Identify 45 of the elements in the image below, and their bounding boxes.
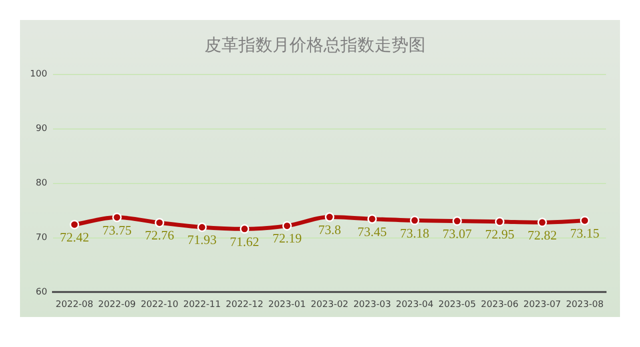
- x-tick-label: 2023-04: [396, 300, 434, 310]
- x-tick-label: 2022-08: [56, 300, 94, 310]
- point: [324, 212, 334, 222]
- x-tick-label: 2022-09: [98, 300, 136, 310]
- data-label: 73.07: [442, 226, 472, 241]
- y-tick-label: 90: [36, 124, 48, 134]
- point: [282, 221, 292, 231]
- data-label: 73.45: [357, 224, 387, 239]
- x-tick-label: 2022-12: [226, 300, 264, 310]
- data-label: 73.75: [102, 222, 132, 238]
- point: [494, 216, 504, 226]
- point: [580, 216, 590, 226]
- x-tick-label: 2023-06: [480, 300, 519, 310]
- x-tick-label: 2023-02: [310, 300, 348, 310]
- x-tick-label: 2023-07: [523, 300, 562, 310]
- point: [367, 214, 377, 224]
- point: [112, 212, 122, 222]
- x-tick-label: 2022-10: [140, 300, 179, 310]
- chart-title: 皮革指数月价格总指数走势图: [204, 36, 426, 56]
- data-label: 72.95: [485, 226, 514, 242]
- data-label: 73.15: [570, 226, 600, 241]
- point: [240, 224, 250, 234]
- data-label: 71.62: [230, 234, 260, 249]
- point: [537, 218, 547, 228]
- y-tick-label: 100: [30, 70, 48, 80]
- data-label: 72.82: [528, 227, 557, 242]
- x-tick-label: 2023-03: [353, 300, 391, 310]
- x-tick-label: 2023-05: [438, 300, 476, 310]
- point: [410, 216, 420, 226]
- x-tick-label: 2023-01: [268, 300, 306, 310]
- y-tick-label: 60: [36, 288, 48, 298]
- y-tick-label: 80: [36, 178, 48, 189]
- x-tick-label: 2023-08: [566, 300, 604, 310]
- point: [70, 220, 80, 230]
- y-tick-label: 70: [36, 233, 48, 244]
- data-label: 73.18: [400, 225, 430, 240]
- data-label: 72.19: [272, 230, 302, 246]
- data-label: 72.76: [144, 228, 175, 243]
- point: [154, 218, 164, 228]
- point: [197, 222, 207, 232]
- point: [452, 216, 462, 226]
- data-label: 72.42: [60, 229, 90, 244]
- data-label: 73.8: [318, 222, 341, 237]
- x-tick-label: 2022-11: [183, 300, 221, 310]
- data-label: 71.93: [187, 232, 217, 248]
